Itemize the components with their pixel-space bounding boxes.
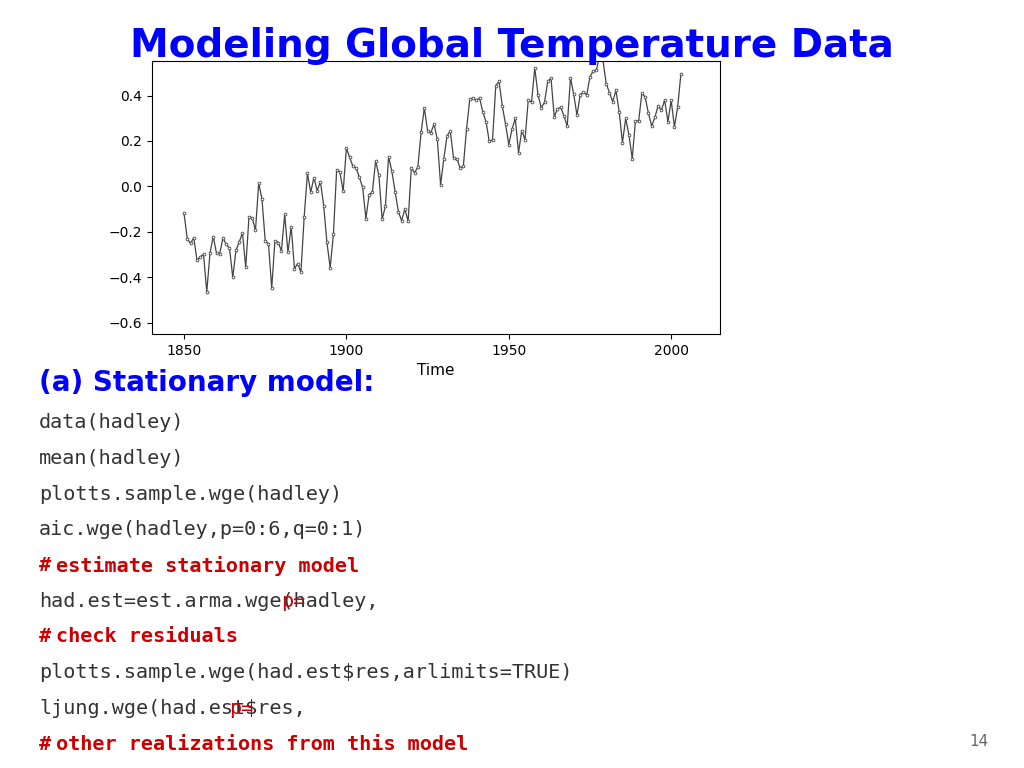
Text: #: # xyxy=(39,734,63,753)
Text: p=: p= xyxy=(229,699,254,718)
Text: had.est=est.arma.wge(hadley,: had.est=est.arma.wge(hadley, xyxy=(39,591,379,611)
Text: mean(hadley): mean(hadley) xyxy=(39,449,184,468)
Text: #: # xyxy=(39,627,63,647)
Text: plotts.sample.wge(hadley): plotts.sample.wge(hadley) xyxy=(39,485,342,504)
Text: 14: 14 xyxy=(969,733,988,749)
Text: plotts.sample.wge(had.est$res,arlimits=TRUE): plotts.sample.wge(had.est$res,arlimits=T… xyxy=(39,663,572,682)
Text: estimate stationary model: estimate stationary model xyxy=(56,556,359,576)
Text: check residuals: check residuals xyxy=(56,627,239,647)
Text: (a) Stationary model:: (a) Stationary model: xyxy=(39,369,375,396)
Text: Modeling Global Temperature Data: Modeling Global Temperature Data xyxy=(130,27,894,65)
Text: ljung.wge(had.est$res,: ljung.wge(had.est$res, xyxy=(39,699,305,718)
Text: #: # xyxy=(39,556,63,575)
X-axis label: Time: Time xyxy=(417,363,455,379)
Text: other realizations from this model: other realizations from this model xyxy=(56,734,468,753)
Text: data(hadley): data(hadley) xyxy=(39,413,184,432)
Text: p=: p= xyxy=(282,591,305,611)
Text: aic.wge(hadley,p=0:6,q=0:1): aic.wge(hadley,p=0:6,q=0:1) xyxy=(39,521,367,539)
